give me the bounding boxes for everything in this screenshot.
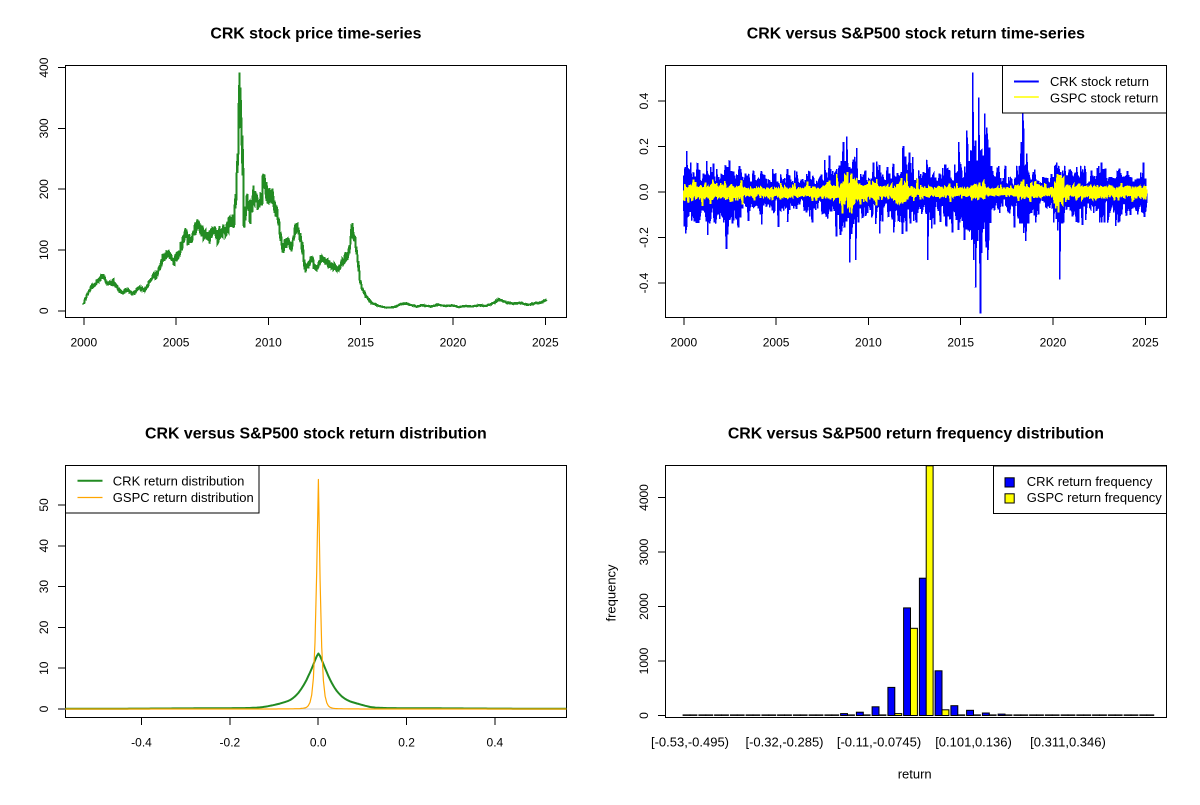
- svg-text:GSPC return frequency: GSPC return frequency: [1027, 490, 1163, 505]
- svg-text:CRK versus S&P500 stock return: CRK versus S&P500 stock return time-seri…: [747, 26, 1085, 43]
- svg-text:-0.4: -0.4: [131, 736, 152, 750]
- svg-text:2000: 2000: [670, 336, 697, 350]
- svg-text:CRK stock return: CRK stock return: [1050, 74, 1149, 89]
- svg-text:[-0.11,-0.0745): [-0.11,-0.0745): [837, 735, 921, 750]
- svg-text:[0.311,0.346): [0.311,0.346): [1030, 735, 1106, 750]
- svg-text:-0.4: -0.4: [637, 272, 651, 293]
- svg-text:10: 10: [37, 661, 51, 675]
- svg-text:CRK return distribution: CRK return distribution: [113, 474, 245, 489]
- svg-text:2005: 2005: [163, 336, 190, 350]
- svg-text:200: 200: [37, 179, 51, 199]
- svg-text:2025: 2025: [532, 336, 559, 350]
- svg-text:2010: 2010: [855, 336, 882, 350]
- svg-text:2020: 2020: [440, 336, 467, 350]
- svg-text:CRK return frequency: CRK return frequency: [1027, 474, 1153, 489]
- svg-text:30: 30: [37, 580, 51, 594]
- svg-text:20: 20: [37, 620, 51, 634]
- svg-text:2025: 2025: [1132, 336, 1159, 350]
- svg-text:0: 0: [637, 712, 651, 719]
- svg-text:1000: 1000: [637, 647, 651, 674]
- svg-text:return: return: [898, 767, 932, 782]
- svg-text:4000: 4000: [637, 484, 651, 511]
- svg-text:0.4: 0.4: [637, 92, 651, 109]
- svg-text:2015: 2015: [347, 336, 374, 350]
- svg-text:0.4: 0.4: [487, 736, 504, 750]
- svg-text:40: 40: [37, 539, 51, 553]
- svg-text:0: 0: [37, 307, 51, 314]
- svg-text:2020: 2020: [1040, 336, 1067, 350]
- svg-text:0.0: 0.0: [310, 736, 327, 750]
- svg-text:[0.101,0.136): [0.101,0.136): [935, 735, 1012, 750]
- svg-text:0.0: 0.0: [637, 183, 651, 200]
- svg-text:frequency: frequency: [604, 564, 619, 622]
- svg-text:100: 100: [37, 240, 51, 260]
- svg-text:2015: 2015: [947, 336, 974, 350]
- svg-text:50: 50: [37, 498, 51, 512]
- svg-text:2000: 2000: [637, 593, 651, 620]
- svg-text:0.2: 0.2: [398, 736, 415, 750]
- svg-text:GSPC stock return: GSPC stock return: [1050, 91, 1158, 106]
- svg-text:2000: 2000: [70, 336, 97, 350]
- svg-text:0.2: 0.2: [637, 138, 651, 155]
- svg-text:[-0.32,-0.285): [-0.32,-0.285): [745, 735, 823, 750]
- svg-text:-0.2: -0.2: [220, 736, 241, 750]
- svg-text:CRK stock price time-series: CRK stock price time-series: [210, 26, 421, 43]
- svg-text:400: 400: [37, 57, 51, 77]
- svg-text:CRK versus S&P500 stock return: CRK versus S&P500 stock return distribut…: [145, 426, 487, 443]
- svg-text:-0.2: -0.2: [637, 227, 651, 248]
- svg-text:300: 300: [37, 118, 51, 138]
- svg-text:[-0.53,-0.495): [-0.53,-0.495): [651, 735, 729, 750]
- svg-text:GSPC return distribution: GSPC return distribution: [113, 490, 254, 505]
- svg-text:0: 0: [37, 705, 51, 712]
- svg-text:2005: 2005: [763, 336, 790, 350]
- svg-text:CRK versus S&P500 return frequ: CRK versus S&P500 return frequency distr…: [728, 426, 1104, 443]
- svg-text:2010: 2010: [255, 336, 282, 350]
- svg-text:3000: 3000: [637, 538, 651, 565]
